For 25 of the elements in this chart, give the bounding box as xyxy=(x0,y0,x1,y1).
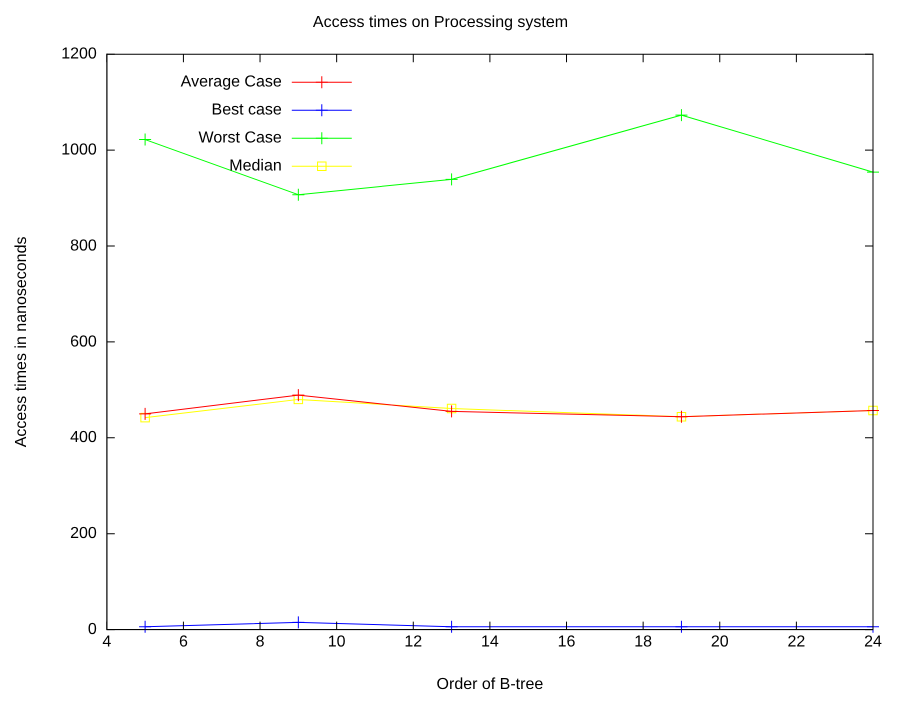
legend-label: Worst Case xyxy=(198,130,282,147)
legend-label: Median xyxy=(229,158,282,175)
x-tick-label: 6 xyxy=(178,634,188,651)
y-tick-label: 1200 xyxy=(61,46,97,63)
legend-label: Best case xyxy=(212,102,282,119)
x-tick-label: 16 xyxy=(558,634,576,651)
y-tick-label: 200 xyxy=(70,525,97,542)
x-tick-label: 4 xyxy=(102,634,112,651)
x-tick-label: 24 xyxy=(864,634,882,651)
y-tick-label: 600 xyxy=(70,333,97,350)
x-tick-label: 20 xyxy=(710,634,729,651)
y-tick-label: 1000 xyxy=(61,142,97,159)
legend-label: Average Case xyxy=(180,74,282,91)
y-tick-label: 800 xyxy=(70,237,97,254)
y-tick-label: 0 xyxy=(88,621,97,638)
x-tick-label: 18 xyxy=(634,634,652,651)
y-axis-title: Access times in nanoseconds xyxy=(13,236,30,448)
x-tick-label: 8 xyxy=(256,634,265,651)
y-tick-label: 400 xyxy=(70,429,97,446)
x-axis-title: Order of B-tree xyxy=(436,676,544,693)
x-tick-label: 14 xyxy=(481,634,499,651)
x-tick-label: 22 xyxy=(787,634,806,651)
x-tick-label: 10 xyxy=(328,634,346,651)
chart-title: Access times on Processing system xyxy=(312,14,568,32)
x-tick-label: 12 xyxy=(404,634,422,651)
